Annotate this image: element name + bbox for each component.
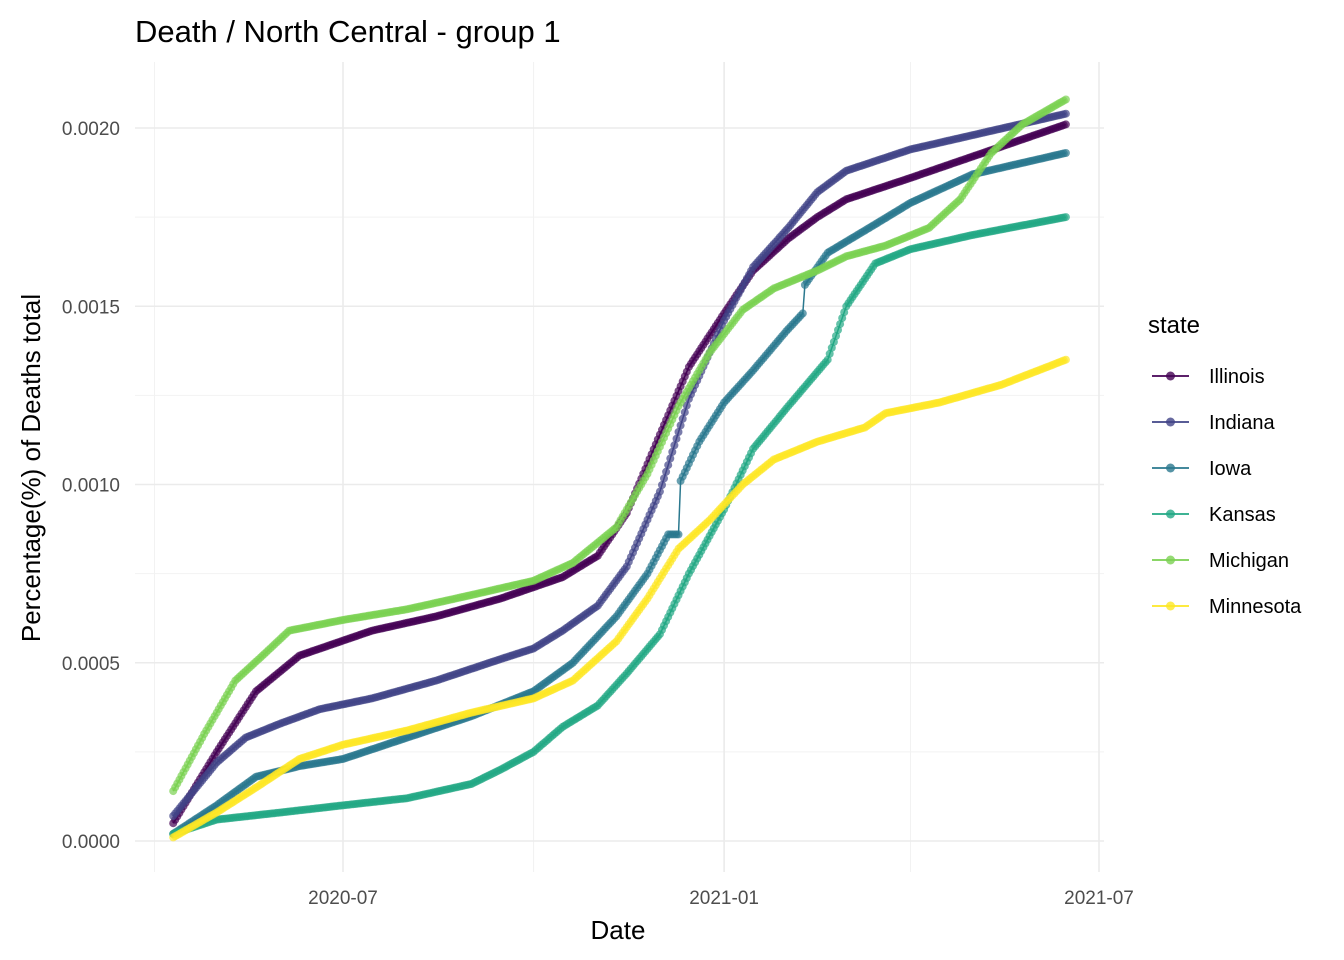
series-layer xyxy=(169,95,1070,842)
series-indiana xyxy=(169,109,1070,820)
legend-label: Minnesota xyxy=(1209,596,1302,618)
legend-key-point xyxy=(1166,555,1175,565)
series-point xyxy=(674,428,683,436)
y-axis-title: Percentage(%) of Deaths total xyxy=(16,294,46,642)
series-point xyxy=(682,401,691,410)
chart-title: Death / North Central - group 1 xyxy=(135,14,561,49)
series-point xyxy=(798,309,807,318)
series-line xyxy=(172,152,1067,835)
series-point xyxy=(655,487,664,496)
series-point xyxy=(680,408,689,417)
series-point xyxy=(678,414,687,423)
series-kansas xyxy=(169,213,1070,838)
series-point xyxy=(836,320,845,329)
y-tick-label: 0.0000 xyxy=(62,832,120,853)
series-point xyxy=(676,421,685,430)
legend-item-kansas: Kansas xyxy=(1152,504,1276,526)
series-point xyxy=(658,481,666,489)
series-iowa xyxy=(169,149,1070,838)
series-point xyxy=(1061,120,1070,129)
legend-key-point xyxy=(1166,371,1175,381)
legend-label: Iowa xyxy=(1209,458,1252,480)
tick-labels: 2020-07 2021-01 2021-07 0.0000 0.0005 0.0010 0… xyxy=(62,119,1134,909)
series-michigan xyxy=(169,95,1070,796)
legend-label: Kansas xyxy=(1209,504,1276,526)
legend-key-point xyxy=(1166,417,1175,427)
x-tick-label: 2021-07 xyxy=(1064,888,1134,909)
series-point xyxy=(672,434,681,443)
legend-item-iowa: Iowa xyxy=(1152,458,1252,480)
series-point xyxy=(1061,355,1070,364)
series-point xyxy=(1061,95,1070,104)
y-tick-label: 0.0020 xyxy=(62,119,120,140)
series-point xyxy=(660,474,668,483)
legend-label: Illinois xyxy=(1209,366,1265,388)
series-point xyxy=(1061,149,1070,157)
series-point xyxy=(666,454,675,463)
legend-item-illinois: Illinois xyxy=(1152,366,1265,388)
x-tick-label: 2021-01 xyxy=(689,888,759,909)
series-point xyxy=(825,349,834,358)
legend-key-point xyxy=(1166,601,1175,611)
legend-key-point xyxy=(1166,463,1175,473)
x-tick-label: 2020-07 xyxy=(308,888,378,909)
series-point xyxy=(668,447,677,456)
legend-label: Indiana xyxy=(1209,412,1275,434)
legend-item-michigan: Michigan xyxy=(1152,550,1289,572)
series-minnesota xyxy=(169,355,1070,842)
legend-key-point xyxy=(1166,509,1175,519)
x-axis-title: Date xyxy=(591,915,646,945)
series-point xyxy=(670,441,679,450)
legend-title: state xyxy=(1148,312,1200,339)
legend-label: Michigan xyxy=(1209,550,1289,572)
y-tick-label: 0.0010 xyxy=(62,476,120,497)
series-point xyxy=(664,461,673,470)
legend: state Illinois Indiana Iowa Kansas Michigan M… xyxy=(1148,312,1302,618)
series-point xyxy=(1061,213,1070,222)
legend-item-indiana: Indiana xyxy=(1152,412,1275,434)
series-point xyxy=(662,467,671,476)
legend-item-minnesota: Minnesota xyxy=(1152,596,1302,618)
y-tick-label: 0.0005 xyxy=(62,654,120,675)
y-tick-label: 0.0015 xyxy=(62,297,120,318)
series-point xyxy=(1061,109,1070,118)
series-point xyxy=(674,530,683,539)
